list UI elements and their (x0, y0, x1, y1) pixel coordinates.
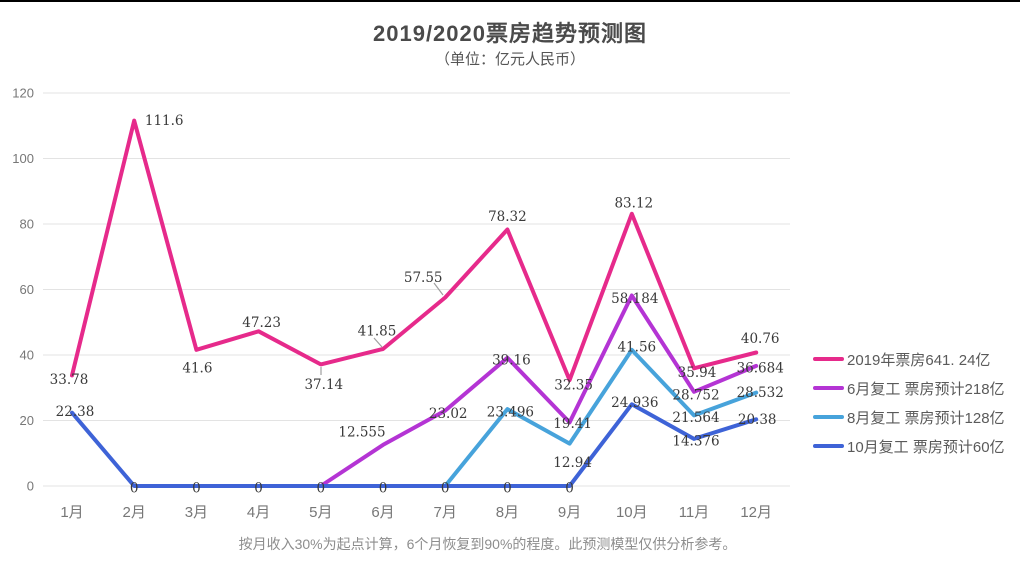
data-label: 28.532 (737, 385, 784, 401)
data-label: 41.85 (358, 323, 397, 339)
data-label: 14.376 (672, 433, 719, 449)
series-line-2 (443, 347, 759, 488)
data-label: 28.752 (672, 387, 719, 403)
legend-swatch (813, 386, 844, 390)
legend-item-2[interactable]: 8月复工 票房预计128亿 (813, 407, 1005, 427)
x-tick-label: 6月 (371, 504, 394, 521)
label-leader-line (433, 282, 444, 296)
data-label: 83.12 (614, 195, 653, 211)
legend-swatch (813, 357, 844, 361)
y-tick-label: 100 (12, 151, 34, 166)
x-tick-label: 1月 (60, 504, 83, 521)
data-label: 20.38 (738, 412, 777, 428)
data-label: 23.496 (487, 405, 534, 421)
data-label: 12.94 (553, 455, 592, 471)
data-label: 57.55 (404, 270, 443, 286)
data-label: 78.32 (488, 209, 527, 225)
y-tick-label: 0 (27, 479, 34, 494)
x-tick-label: 12月 (740, 504, 772, 521)
legend-swatch (813, 444, 844, 448)
y-tick-label: 40 (20, 348, 34, 363)
data-label: 33.78 (50, 372, 89, 388)
data-label: 37.14 (304, 377, 343, 393)
legend-swatch (813, 415, 844, 419)
series-line-1 (318, 293, 759, 488)
x-tick-label: 5月 (309, 504, 332, 521)
chart-subtitle: （单位：亿元人民币） (434, 51, 585, 68)
data-label: 0 (565, 481, 574, 497)
data-label: 21.564 (672, 410, 719, 426)
data-label: 40.76 (741, 331, 780, 347)
series-line-0 (70, 118, 759, 383)
data-label: 24.936 (611, 395, 658, 411)
data-label: 23.02 (429, 406, 468, 422)
data-label: 0 (130, 481, 139, 497)
data-label: 111.6 (145, 113, 184, 129)
top-border (0, 0, 1020, 2)
data-label: 47.23 (242, 315, 281, 331)
data-label: 32.35 (554, 378, 593, 394)
data-label: 39.16 (492, 352, 531, 368)
data-label: 19.41 (553, 416, 592, 432)
legend-label: 10月复工 票房预计60亿 (847, 438, 1005, 456)
data-label: 0 (379, 481, 388, 497)
legend: 2019年票房641. 24亿 6月复工 票房预计218亿 8月复工 票房预计128… (813, 349, 1005, 465)
x-tick-label: 7月 (434, 504, 457, 521)
data-label: 41.56 (617, 339, 656, 355)
data-label: 0 (192, 481, 201, 497)
legend-label: 6月复工 票房预计218亿 (847, 380, 1005, 398)
data-label: 41.6 (182, 360, 212, 376)
data-label: 12.555 (338, 424, 385, 440)
legend-item-0[interactable]: 2019年票房641. 24亿 (813, 349, 1005, 369)
footer-note: 按月收入30%为起点计算，6个月恢复到90%的程度。此预测模型仅供分析参考。 (238, 536, 737, 552)
x-tick-label: 4月 (247, 504, 270, 521)
y-tick-label: 80 (20, 217, 34, 232)
x-tick-label: 3月 (185, 504, 208, 521)
legend-item-1[interactable]: 6月复工 票房预计218亿 (813, 378, 1005, 398)
x-tick-label: 9月 (558, 504, 581, 521)
y-tick-label: 20 (20, 413, 34, 428)
x-tick-label: 2月 (123, 504, 146, 521)
y-tick-label: 60 (20, 282, 34, 297)
x-tick-label: 8月 (496, 504, 519, 521)
y-tick-label: 120 (12, 86, 34, 101)
chart-title: 2019/2020票房趋势预测图 (373, 21, 647, 46)
x-tick-label: 10月 (616, 504, 648, 521)
legend-item-3[interactable]: 10月复工 票房预计60亿 (813, 436, 1005, 456)
x-tick-label: 11月 (679, 504, 710, 521)
label-leader-line (373, 337, 383, 348)
data-label: 0 (441, 481, 450, 497)
series-line-3 (70, 402, 759, 488)
data-label: 0 (317, 481, 326, 497)
data-label: 58.184 (611, 291, 658, 307)
data-label: 0 (254, 481, 263, 497)
data-label: 0 (503, 481, 512, 497)
data-label: 22.38 (56, 404, 95, 420)
legend-label: 8月复工 票房预计128亿 (847, 409, 1005, 427)
data-label: 35.94 (678, 365, 717, 381)
data-label: 36.684 (737, 360, 784, 376)
legend-label: 2019年票房641. 24亿 (847, 351, 991, 369)
